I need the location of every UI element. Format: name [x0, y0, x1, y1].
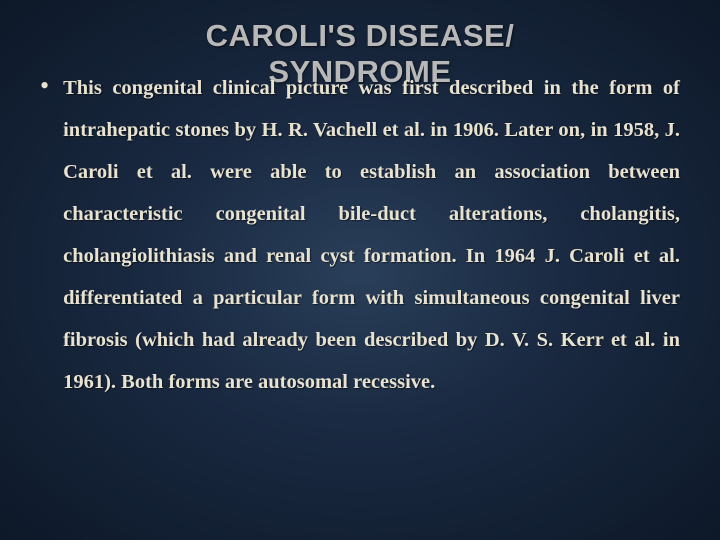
title-line-1: CAROLI'S DISEASE/ — [206, 18, 515, 53]
content-wrapper: • This congenital clinical picture was f… — [40, 67, 680, 403]
slide-container: CAROLI'S DISEASE/ SYNDROME • This congen… — [0, 0, 720, 540]
bullet-marker: • — [40, 73, 49, 99]
body-paragraph: This congenital clinical picture was fir… — [63, 67, 680, 403]
